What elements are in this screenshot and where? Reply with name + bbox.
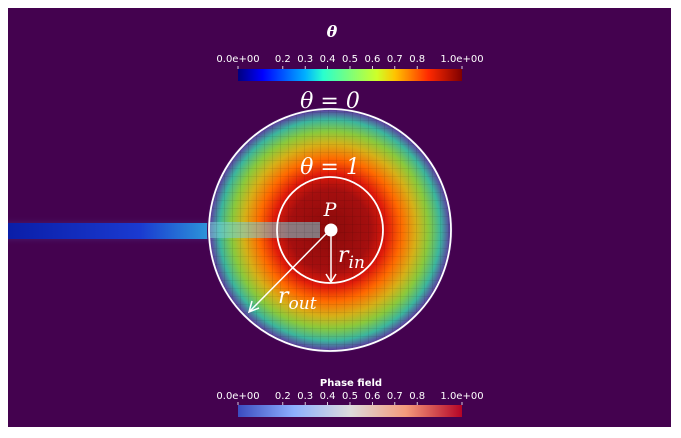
colorbar-tick-label: 0.4 [320,391,336,402]
colorbar-tick-label: 0.0e+00 [216,391,259,402]
theta-colorbar: θ 0.0e+00 0.2 0.3 0.4 0.5 0.6 0.7 0.8 1.0e+00 [216,22,484,81]
colorbar-tick-label: 0.5 [342,391,358,402]
point-p-label: P [323,199,338,221]
outer-theta-label: θ = 0 [300,89,360,114]
r-out-label: rout [278,284,317,314]
phase-colorbar-ticks: 0.0e+00 0.2 0.3 0.4 0.5 0.6 0.7 0.8 1.0e+00 [216,391,484,405]
outer-circle [208,108,452,352]
colorbar-tick-label: 0.7 [387,54,403,65]
colorbar-tick-label: 0.7 [387,391,403,402]
phase-colorbar-title: Phase field [320,378,382,389]
phase-colorbar-gradient [238,405,462,417]
colorbar-tick-label: 0.8 [409,391,425,402]
theta-colorbar-title: θ [327,22,338,41]
colorbar-tick-label: 0.6 [364,391,380,402]
colorbar-tick-label: 1.0e+00 [440,54,483,65]
theta-colorbar-gradient [238,69,462,81]
colorbar-tick-label: 0.8 [409,54,425,65]
r-in-arrow [325,236,337,284]
colorbar-tick-label: 0.2 [275,391,291,402]
colorbar-tick-label: 0.2 [275,54,291,65]
colorbar-tick-label: 0.3 [297,391,313,402]
colorbar-tick-label: 1.0e+00 [440,391,483,402]
channel [8,223,248,239]
r-in-label: rin [338,243,365,273]
phase-colorbar: Phase field 0.0e+00 0.2 0.3 0.4 0.5 0.6 0.7 0.8… [216,378,484,417]
point-p [324,223,338,237]
inner-theta-label: θ = 1 [300,155,360,180]
colorbar-tick-label: 0.4 [320,54,336,65]
inner-circle [276,176,384,284]
colorbar-tick-label: 0.6 [364,54,380,65]
colorbar-tick-label: 0.3 [297,54,313,65]
theta-colorbar-ticks: 0.0e+00 0.2 0.3 0.4 0.5 0.6 0.7 0.8 1.0e+00 [216,54,484,69]
colorbar-tick-label: 0.0e+00 [216,54,259,65]
colorbar-tick-label: 0.5 [342,54,358,65]
r-out-arrow [247,233,327,314]
